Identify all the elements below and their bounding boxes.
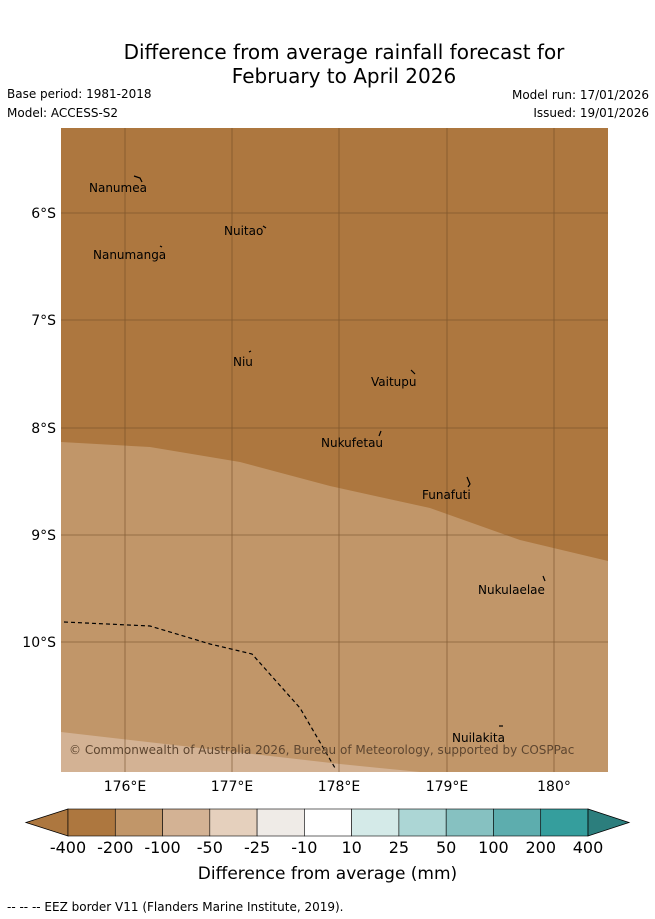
colorbar-arrow-high <box>587 808 631 837</box>
lon-label-180: 180° <box>537 779 571 795</box>
grid-lines <box>61 128 608 772</box>
colorbar-tick-label: 25 <box>389 838 409 857</box>
lat-label-10s: 10°S <box>22 635 56 651</box>
colorbar-segment <box>540 808 589 837</box>
colorbar-segment <box>114 808 163 837</box>
colorbar <box>24 808 631 837</box>
place-funafuti: Funafuti <box>422 488 471 502</box>
colorbar-tick-label: -50 <box>197 838 223 857</box>
eez-border <box>63 621 336 769</box>
base-period: Base period: 1981-2018 <box>7 87 152 101</box>
lon-label-178e: 178°E <box>318 779 361 795</box>
lon-label-177e: 177°E <box>211 779 254 795</box>
place-nanumanga: Nanumanga <box>93 248 166 262</box>
place-nanumea: Nanumea <box>89 181 147 195</box>
colorbar-title: Difference from average (mm) <box>197 864 458 884</box>
colorbar-tick-label: -400 <box>50 838 86 857</box>
colorbar-tick-label: 10 <box>341 838 361 857</box>
colorbar-segment <box>209 808 258 837</box>
colorbar-tick-label: 50 <box>436 838 456 857</box>
region-light-brown <box>61 732 420 772</box>
eez-footnote: -- -- -- EEZ border V11 (Flanders Marine… <box>7 900 344 914</box>
copyright-notice: © Commonwealth of Australia 2026, Bureau… <box>69 743 574 757</box>
colorbar-tick-label: 100 <box>478 838 509 857</box>
title-line-2: February to April 2026 <box>231 64 457 88</box>
colorbar-segment <box>162 808 211 837</box>
colorbar-arrow-low <box>24 808 69 837</box>
lon-label-179e: 179°E <box>426 779 469 795</box>
colorbar-tick-label: 200 <box>525 838 556 857</box>
colorbar-tick-label: -10 <box>291 838 317 857</box>
place-nukufetau: Nukufetau <box>321 436 383 450</box>
colorbar-tick-label: -25 <box>244 838 270 857</box>
lat-label-8s: 8°S <box>31 421 56 437</box>
colorbar-tick-label: 400 <box>573 838 604 857</box>
lon-label-176e: 176°E <box>104 779 147 795</box>
place-nuitao: Nuitao <box>224 224 263 238</box>
region-dark-brown <box>61 128 608 561</box>
colorbar-tick-label: -100 <box>144 838 180 857</box>
issued-date: Issued: 19/01/2026 <box>533 106 649 120</box>
model-run: Model run: 17/01/2026 <box>511 88 649 102</box>
colorbar-segment <box>304 808 352 837</box>
colorbar-tick-label: -200 <box>97 838 133 857</box>
colorbar-segment <box>351 808 400 837</box>
lat-label-7s: 7°S <box>31 313 56 329</box>
island-marks <box>133 175 546 727</box>
place-nukulaelae: Nukulaelae <box>478 583 545 597</box>
colorbar-segment <box>493 808 542 837</box>
lat-label-6s: 6°S <box>31 206 56 222</box>
colorbar-segment <box>67 808 116 837</box>
colorbar-segment <box>256 808 305 837</box>
place-vaitupu: Vaitupu <box>371 375 417 389</box>
colorbar-segment <box>398 808 447 837</box>
lat-label-9s: 9°S <box>31 528 56 544</box>
colorbar-segment <box>445 808 494 837</box>
model-name: Model: ACCESS-S2 <box>7 106 119 120</box>
place-nuilakita: Nuilakita <box>452 731 505 745</box>
place-niu: Niu <box>233 355 253 369</box>
title-line-1: Difference from average rainfall forecas… <box>123 40 565 64</box>
